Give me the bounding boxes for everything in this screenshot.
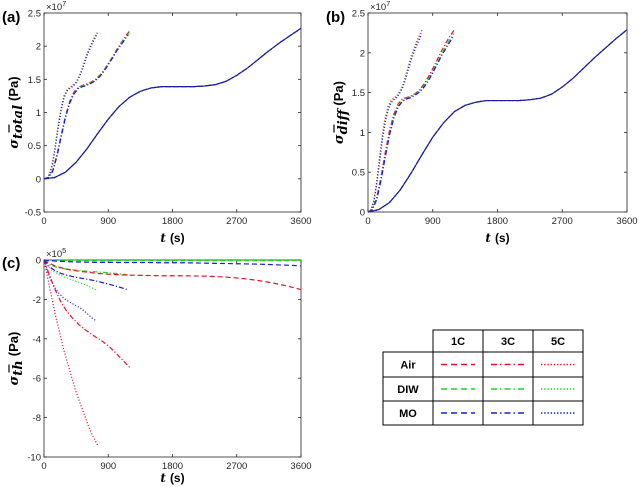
series-5C-Air bbox=[43, 259, 99, 447]
table-column-header: 5C bbox=[551, 336, 565, 348]
x-axis-symbol: t bbox=[160, 471, 166, 485]
y-tick-label: -2 bbox=[33, 295, 41, 306]
y-axis-subscript: diff bbox=[336, 107, 351, 134]
panel-c: 0 900 1800 2700 3600 -10 -8 -6 -4 -2 0 ×105 (c) t (s) σ… bbox=[2, 246, 312, 485]
y-exponent-power: 7 bbox=[386, 0, 390, 8]
x-axis-symbol: t bbox=[485, 231, 491, 245]
panel-a: 0 900 1800 2700 3600-0.500.511.522.5×107(a)t… bbox=[2, 0, 312, 245]
series-1C-MO bbox=[43, 27, 302, 180]
series-3C-Air bbox=[43, 259, 131, 368]
series-5C-MO bbox=[43, 33, 98, 180]
x-tick-label: 900 bbox=[425, 216, 441, 227]
panel-b: 0 900 1800 2700 3600 0 0.5 1 1.5 2 2.5 ×107 (b) t (s) σ… bbox=[326, 0, 638, 245]
panel-label: (a) bbox=[2, 9, 20, 26]
series-3C-Air bbox=[367, 29, 455, 213]
y-axis-unit: (Pa) bbox=[6, 332, 21, 357]
series-1C-Air bbox=[43, 259, 302, 291]
series-3C-MO bbox=[43, 259, 129, 291]
y-exponent-power: 5 bbox=[62, 246, 66, 255]
x-axis-symbol: t bbox=[160, 231, 166, 245]
series-3C-MO bbox=[43, 34, 129, 180]
x-axis-label: t (s) bbox=[485, 231, 509, 245]
y-tick-label: -4 bbox=[33, 334, 41, 345]
y-tick-label: 1 bbox=[36, 108, 41, 119]
x-tick-label: 3600 bbox=[290, 461, 311, 472]
table-row-label: Air bbox=[400, 360, 416, 372]
y-axis-unit: (Pa) bbox=[331, 81, 346, 106]
y-tick-label: -0.5 bbox=[25, 208, 41, 219]
x-tick-label: 1800 bbox=[487, 216, 508, 227]
y-axis-subscript: th bbox=[11, 360, 26, 375]
panel-label: (b) bbox=[326, 9, 345, 26]
x-tick-label: 3600 bbox=[616, 216, 637, 227]
x-axis-unit: (s) bbox=[495, 231, 510, 245]
y-axis-label: σdiff(Pa) bbox=[331, 81, 351, 144]
y-exponent-label: ×107 bbox=[46, 0, 66, 13]
x-tick-label: 3600 bbox=[290, 216, 311, 227]
x-tick-label: 0 bbox=[41, 216, 46, 227]
series-1C-MO bbox=[43, 259, 302, 267]
y-tick-label: 0 bbox=[360, 208, 365, 219]
x-axis-unit: (s) bbox=[170, 231, 185, 245]
y-tick-label: 1.5 bbox=[352, 88, 365, 99]
y-tick-label: 2.5 bbox=[28, 9, 41, 20]
y-axis-symbol: σ bbox=[7, 139, 22, 149]
y-tick-label: -6 bbox=[33, 374, 41, 385]
y-tick-label: 1.5 bbox=[28, 75, 41, 86]
x-axis-label: t (s) bbox=[160, 231, 184, 245]
y-tick-label: 0.5 bbox=[28, 141, 41, 152]
y-axis-symbol: σ bbox=[332, 134, 347, 144]
series-5C-MO bbox=[367, 34, 422, 213]
x-tick-label: 0 bbox=[365, 216, 370, 227]
y-axis-subscript: total bbox=[11, 105, 26, 139]
plot-frame bbox=[43, 12, 302, 213]
plot-frame bbox=[367, 12, 628, 213]
y-exponent-base: ×10 bbox=[370, 2, 386, 13]
y-exponent-label: ×105 bbox=[46, 246, 66, 260]
x-axis-label: t (s) bbox=[160, 471, 184, 485]
x-tick-label: 2700 bbox=[226, 461, 247, 472]
y-exponent-base: ×10 bbox=[46, 2, 62, 13]
y-tick-label: 1 bbox=[360, 128, 365, 139]
y-exponent-label: ×107 bbox=[370, 0, 390, 13]
series-1C-overlay bbox=[367, 29, 628, 213]
y-axis-unit: (Pa) bbox=[6, 76, 21, 101]
y-tick-label: 0.5 bbox=[352, 168, 365, 179]
x-tick-label: 0 bbox=[41, 461, 46, 472]
table-column-header: 1C bbox=[451, 336, 465, 348]
legend-table: 1C 3C 5C Air DIW MO bbox=[382, 329, 584, 426]
y-tick-label: -10 bbox=[27, 453, 41, 464]
y-axis-label: σth (Pa) bbox=[6, 332, 26, 386]
x-tick-label: 900 bbox=[100, 216, 116, 227]
series-3C-MO bbox=[367, 36, 454, 213]
y-tick-label: 2 bbox=[360, 48, 365, 59]
x-tick-label: 1800 bbox=[162, 216, 183, 227]
series-1C-DIW bbox=[43, 259, 301, 262]
y-tick-label: 0 bbox=[36, 256, 41, 267]
y-tick-label: 0 bbox=[36, 174, 41, 185]
y-tick-label: 2 bbox=[36, 42, 41, 53]
x-tick-label: 2700 bbox=[552, 216, 573, 227]
x-tick-label: 900 bbox=[100, 461, 116, 472]
y-tick-label: -8 bbox=[33, 413, 41, 424]
series-5C-MO bbox=[43, 259, 98, 322]
y-axis-symbol: σ bbox=[7, 375, 22, 385]
table-row-label: MO bbox=[399, 408, 417, 420]
table-column-header: 3C bbox=[501, 336, 515, 348]
series-3C-DIW bbox=[43, 259, 130, 276]
x-axis-unit: (s) bbox=[170, 471, 185, 485]
x-tick-label: 1800 bbox=[162, 461, 183, 472]
y-exponent-base: ×10 bbox=[46, 249, 62, 260]
x-tick-label: 2700 bbox=[226, 216, 247, 227]
table-row-label: DIW bbox=[397, 384, 419, 396]
y-axis-label: σtotal (Pa) bbox=[6, 76, 26, 148]
y-exponent-power: 7 bbox=[62, 0, 66, 8]
panel-label: (c) bbox=[2, 255, 20, 272]
y-tick-label: 2.5 bbox=[352, 9, 365, 20]
plot-frame bbox=[43, 259, 302, 458]
series-1C-overlay bbox=[43, 27, 302, 180]
